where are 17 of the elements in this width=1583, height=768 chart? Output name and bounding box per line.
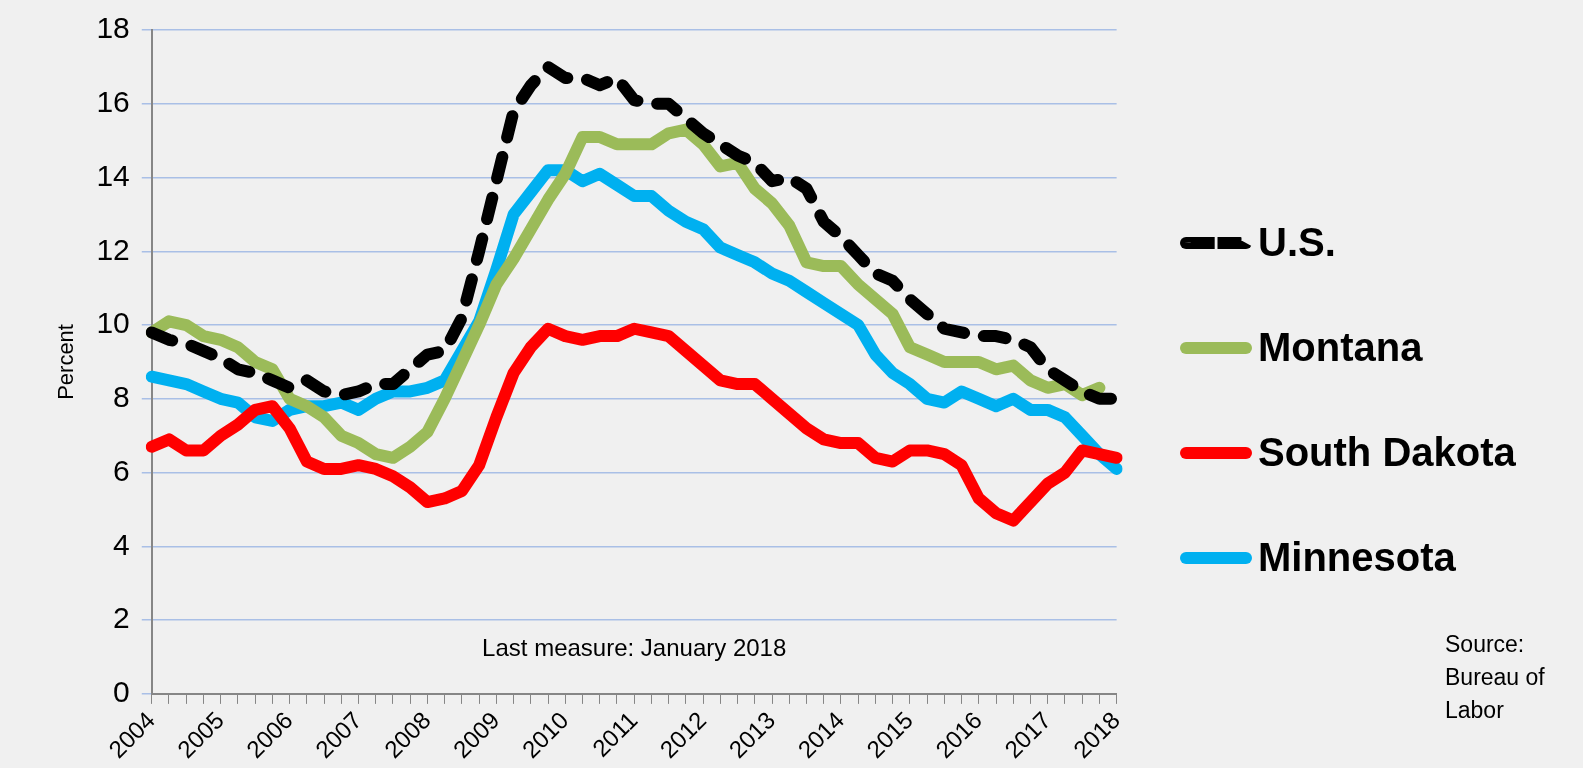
legend-label: Montana <box>1258 325 1423 370</box>
y-tick-label: 12 <box>96 232 130 266</box>
legend-label: Minnesota <box>1258 535 1456 580</box>
y-tick-label: 18 <box>96 11 130 45</box>
y-tick-label: 10 <box>96 306 130 340</box>
y-tick-label: 8 <box>113 380 130 414</box>
legend-label: U.S. <box>1258 220 1336 265</box>
y-tick-label: 2 <box>113 601 130 635</box>
y-axis-title: Percent <box>53 324 79 400</box>
y-tick-label: 16 <box>96 85 130 119</box>
y-tick-label: 0 <box>113 675 130 709</box>
legend-label: South Dakota <box>1258 430 1516 475</box>
y-tick-label: 14 <box>96 158 130 192</box>
y-tick-label: 4 <box>113 527 130 561</box>
y-tick-label: 6 <box>113 453 130 487</box>
annotation: Last measure: January 2018 <box>482 633 787 661</box>
source-note: Source: Bureau of Labor <box>1445 630 1546 725</box>
